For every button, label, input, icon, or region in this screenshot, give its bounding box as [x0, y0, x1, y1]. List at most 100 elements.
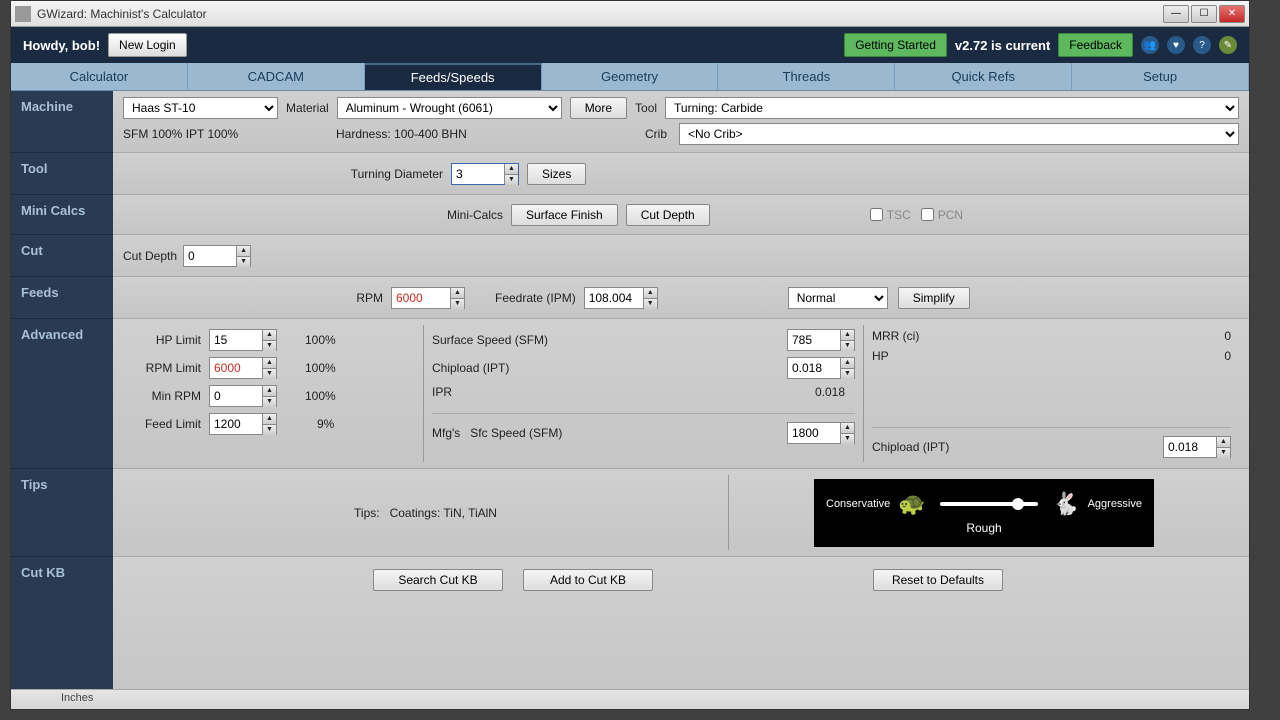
hp-limit-input[interactable]: ▲▼: [209, 329, 277, 351]
feedback-button[interactable]: Feedback: [1058, 33, 1133, 57]
cut-depth-button[interactable]: Cut Depth: [626, 204, 710, 226]
sfm-input[interactable]: ▲▼: [787, 329, 855, 351]
rpm-input[interactable]: ▲▼: [391, 287, 465, 309]
tool-select[interactable]: Turning: Carbide: [665, 97, 1239, 119]
machine-select[interactable]: Haas ST-10: [123, 97, 278, 119]
new-login-button[interactable]: New Login: [108, 33, 187, 57]
cutkb-panel: Search Cut KB Add to Cut KB Reset to Def…: [113, 557, 1249, 709]
sidebar-machine[interactable]: Machine: [11, 91, 113, 153]
sfm-ipt-text: SFM 100% IPT 100%: [123, 127, 278, 141]
min-rpm-input[interactable]: ▲▼: [209, 385, 277, 407]
search-cut-kb-button[interactable]: Search Cut KB: [373, 569, 503, 591]
rpm-limit-input[interactable]: ▲▼: [209, 357, 277, 379]
tab-threads[interactable]: Threads: [718, 63, 895, 90]
close-button[interactable]: ✕: [1219, 5, 1245, 23]
turning-diameter-input[interactable]: ▲▼: [451, 163, 519, 185]
surface-finish-button[interactable]: Surface Finish: [511, 204, 618, 226]
tab-feeds-speeds[interactable]: Feeds/Speeds: [365, 63, 542, 90]
conservative-label: Conservative: [826, 498, 890, 510]
feed-limit-pct: 9%: [317, 417, 334, 431]
tips-label: Tips:: [354, 506, 380, 520]
tsc-checkbox[interactable]: TSC: [870, 208, 911, 222]
advanced-panel: HP Limit ▲▼ 100% RPM Limit ▲▼ 100% Min RPM ▲▼…: [113, 319, 1249, 469]
feeds-panel: RPM ▲▼ Feedrate (IPM) ▲▼ Normal Simplify: [113, 277, 1249, 319]
chipload-input[interactable]: ▲▼: [787, 357, 855, 379]
hp-label: HP: [872, 349, 889, 363]
ipr-label: IPR: [432, 385, 632, 399]
status-units: Inches: [61, 692, 93, 704]
mfg-chip-label: Chipload (IPT): [872, 440, 949, 454]
tab-calculator[interactable]: Calculator: [11, 63, 188, 90]
turning-diameter-label: Turning Diameter: [123, 167, 443, 181]
min-rpm-pct: 100%: [305, 389, 336, 403]
reset-defaults-button[interactable]: Reset to Defaults: [873, 569, 1003, 591]
tab-geometry[interactable]: Geometry: [542, 63, 719, 90]
titlebar: GWizard: Machinist's Calculator — ☐ ✕: [11, 1, 1249, 27]
feedrate-label: Feedrate (IPM): [495, 291, 576, 305]
add-to-cut-kb-button[interactable]: Add to Cut KB: [523, 569, 653, 591]
sidebar-cut-kb[interactable]: Cut KB: [11, 557, 113, 709]
sizes-button[interactable]: Sizes: [527, 163, 586, 185]
hp-limit-label: HP Limit: [131, 333, 201, 347]
mfg-sfc-label: Sfc Speed (SFM): [470, 426, 562, 440]
cut-panel: Cut Depth ▲▼: [113, 235, 1249, 277]
sidebar-cut[interactable]: Cut: [11, 235, 113, 277]
help-icon-1[interactable]: 👥: [1141, 36, 1159, 54]
minimize-button[interactable]: —: [1163, 5, 1189, 23]
sidebar-feeds[interactable]: Feeds: [11, 277, 113, 319]
hp-value: 0: [897, 349, 1231, 363]
sidebar-tips[interactable]: Tips: [11, 469, 113, 557]
mode-select[interactable]: Normal: [788, 287, 888, 309]
getting-started-button[interactable]: Getting Started: [844, 33, 947, 57]
rabbit-icon: 🐇: [1052, 491, 1079, 517]
mfg-chip-input[interactable]: ▲▼: [1163, 436, 1231, 458]
window-title: GWizard: Machinist's Calculator: [37, 7, 1163, 21]
help-icon-3[interactable]: ?: [1193, 36, 1211, 54]
ipr-value: 0.018: [640, 385, 855, 399]
sidebar: Machine Tool Mini Calcs Cut Feeds Advanc…: [11, 91, 113, 709]
mini-calcs-panel: Mini-Calcs Surface Finish Cut Depth TSC …: [113, 195, 1249, 235]
aggressiveness-slider[interactable]: Conservative 🐢 🐇 Aggressive Rough: [814, 479, 1154, 547]
sidebar-tool[interactable]: Tool: [11, 153, 113, 195]
tip-icon[interactable]: ✎: [1219, 36, 1237, 54]
feed-limit-label: Feed Limit: [131, 417, 201, 431]
hardness-text: Hardness: 100-400 BHN: [336, 127, 636, 141]
app-icon: [15, 6, 31, 22]
tool-label: Tool: [635, 101, 657, 115]
sidebar-advanced[interactable]: Advanced: [11, 319, 113, 469]
machine-panel: Haas ST-10 Material Aluminum - Wrought (…: [113, 91, 1249, 153]
cut-depth-input[interactable]: ▲▼: [183, 245, 251, 267]
more-button[interactable]: More: [570, 97, 627, 119]
mrr-value: 0: [927, 329, 1231, 343]
pcn-checkbox[interactable]: PCN: [921, 208, 963, 222]
greeting: Howdy, bob!: [23, 38, 100, 53]
topbar: Howdy, bob! New Login Getting Started v2…: [11, 27, 1249, 63]
tab-setup[interactable]: Setup: [1072, 63, 1249, 90]
feed-limit-input[interactable]: ▲▼: [209, 413, 277, 435]
sidebar-mini-calcs[interactable]: Mini Calcs: [11, 195, 113, 235]
simplify-button[interactable]: Simplify: [898, 287, 970, 309]
rpm-limit-pct: 100%: [305, 361, 336, 375]
tips-text: Coatings: TiN, TiAlN: [390, 506, 497, 520]
rpm-label: RPM: [123, 291, 383, 305]
rpm-limit-label: RPM Limit: [131, 361, 201, 375]
crib-label: Crib: [645, 127, 667, 141]
tab-cadcam[interactable]: CADCAM: [188, 63, 365, 90]
rough-label: Rough: [826, 521, 1142, 535]
material-select[interactable]: Aluminum - Wrought (6061): [337, 97, 562, 119]
main-tabs: Calculator CADCAM Feeds/Speeds Geometry …: [11, 63, 1249, 91]
version-text: v2.72 is current: [955, 38, 1050, 53]
sfm-label: Surface Speed (SFM): [432, 333, 632, 347]
mini-calcs-label: Mini-Calcs: [123, 208, 503, 222]
feedrate-input[interactable]: ▲▼: [584, 287, 658, 309]
tab-quick-refs[interactable]: Quick Refs: [895, 63, 1072, 90]
cut-depth-label: Cut Depth: [123, 249, 177, 263]
min-rpm-label: Min RPM: [131, 389, 201, 403]
maximize-button[interactable]: ☐: [1191, 5, 1217, 23]
mfg-sfc-input[interactable]: ▲▼: [787, 422, 855, 444]
chipload-label: Chipload (IPT): [432, 361, 632, 375]
help-icon-2[interactable]: ♥: [1167, 36, 1185, 54]
aggressive-label: Aggressive: [1088, 498, 1142, 510]
crib-select[interactable]: <No Crib>: [679, 123, 1239, 145]
turtle-icon: 🐢: [898, 491, 925, 517]
